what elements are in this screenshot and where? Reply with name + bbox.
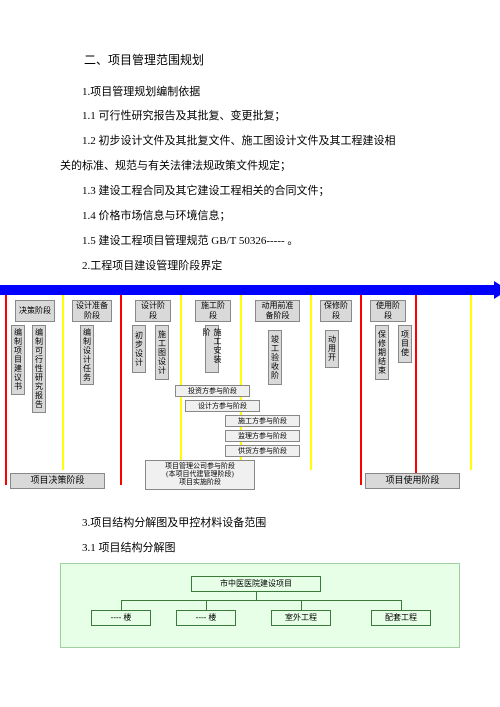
tree-connector [121,600,401,601]
phase: 施工阶段 [195,300,231,322]
tree-connector [121,600,122,610]
tree-connector [256,592,257,600]
sec1-1: 1.1 可行性研究报告及其批复、变更批复； [60,106,460,127]
sub-phase: 供货方参与阶段 [225,445,300,457]
sec1-2: 1.2 初步设计文件及其批复文件、施工图设计文件及其工程建设相 [60,131,460,152]
activity: 编制项目建议书 [11,325,25,395]
phase: 设计阶段 [135,300,171,322]
activity: 施工安装阶 [205,325,219,373]
sub-phase: 投资方参与阶段 [175,385,250,397]
sub-label: 项目实施阶段 [179,479,221,487]
phase: 保修阶段 [320,300,352,322]
vline [120,295,122,485]
activity: 编制设计任务 [80,325,94,385]
tree-node: 室外工程 [271,610,331,626]
tree-diagram: 市中医医院建设项目 ---- 楼 ---- 楼 室外工程 配套工程 [60,563,460,648]
timeline-chart: 决策阶段 设计准备阶段 设计阶段 施工阶段 动用前准备阶段 保修阶段 使用阶段 … [0,285,500,505]
sub-phase: 监理方参与阶段 [225,430,300,442]
sec1-5: 1.5 建设工程项目管理规范 GB/T 50326----- 。 [60,231,460,252]
vline [470,295,472,470]
tree-node: ---- 楼 [176,610,236,626]
sub-phase: 施工方参与阶段 [225,415,300,427]
sec1-4: 1.4 价格市场信息与环境信息； [60,206,460,227]
activity: 施工图设计 [155,325,169,380]
phase: 决策阶段 [15,300,55,322]
sec1: 1.项目管理规划编制依据 [60,82,460,103]
sub-phase: 设计方参与阶段 [185,400,260,412]
vline [415,295,417,485]
activity: 动用开 [325,330,339,368]
bottom-phase: 项目决策阶段 [10,473,105,489]
tree-connector [401,600,402,610]
vline [62,295,64,470]
activity: 初步设计 [132,325,146,373]
tree-connector [301,600,302,610]
activity: 保修期结束 [375,325,389,380]
tree-connector [206,600,207,610]
activity: 编制可行性研究报告 [32,325,46,413]
tree-node: 配套工程 [371,610,431,626]
vline [360,295,362,485]
vline [240,295,242,470]
sec1-2b: 关的标准、规范与有关法律法规政策文件规定； [60,156,460,177]
phase: 动用前准备阶段 [255,300,300,322]
vline [310,295,312,470]
vline [180,295,182,470]
sec2: 2.工程项目建设管理阶段界定 [60,256,460,277]
sec3-1: 3.1 项目结构分解图 [60,538,460,559]
tree-root: 市中医医院建设项目 [191,576,321,592]
phase: 使用阶段 [370,300,406,322]
vline [5,295,7,485]
section-title: 二、项目管理范围规划 [60,50,460,72]
activity: 竣工验收阶 [268,330,282,385]
bottom-phase: 项目使用阶段 [365,473,460,489]
sec1-3: 1.3 建设工程合同及其它建设工程相关的合同文件； [60,181,460,202]
activity: 项目使 [398,325,412,363]
sub-phase: 项目管理公司参与阶段 (本项目代建管理阶段) 项目实施阶段 [145,460,255,490]
sec3: 3.项目结构分解图及甲控材料设备范围 [60,513,460,534]
arrow-head-icon [494,281,500,299]
phase: 设计准备阶段 [72,300,112,322]
arrow-bar [0,285,500,295]
tree-node: ---- 楼 [91,610,151,626]
